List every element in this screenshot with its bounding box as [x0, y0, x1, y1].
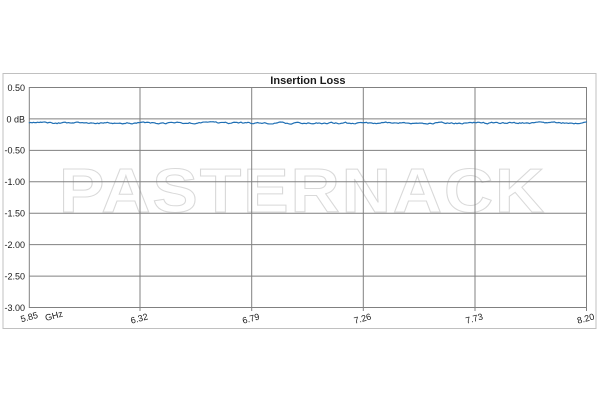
svg-text:-1.00: -1.00	[4, 177, 25, 187]
svg-text:GHz: GHz	[44, 308, 64, 322]
svg-text:7.26: 7.26	[353, 312, 373, 326]
svg-text:6.79: 6.79	[241, 312, 261, 326]
svg-text:-1.50: -1.50	[4, 209, 25, 219]
svg-text:PASTERNACK: PASTERNACK	[59, 156, 546, 225]
svg-text:6.32: 6.32	[129, 312, 149, 326]
svg-text:-0.50: -0.50	[4, 146, 25, 156]
svg-text:Insertion Loss: Insertion Loss	[270, 75, 345, 87]
svg-text:0 dB: 0 dB	[6, 115, 25, 125]
svg-text:8.20: 8.20	[576, 312, 596, 326]
svg-text:-2.00: -2.00	[4, 240, 25, 250]
svg-text:-3.00: -3.00	[4, 303, 25, 313]
svg-text:7.73: 7.73	[464, 312, 484, 326]
svg-text:-2.50: -2.50	[4, 272, 25, 282]
svg-text:0.50: 0.50	[7, 83, 25, 93]
